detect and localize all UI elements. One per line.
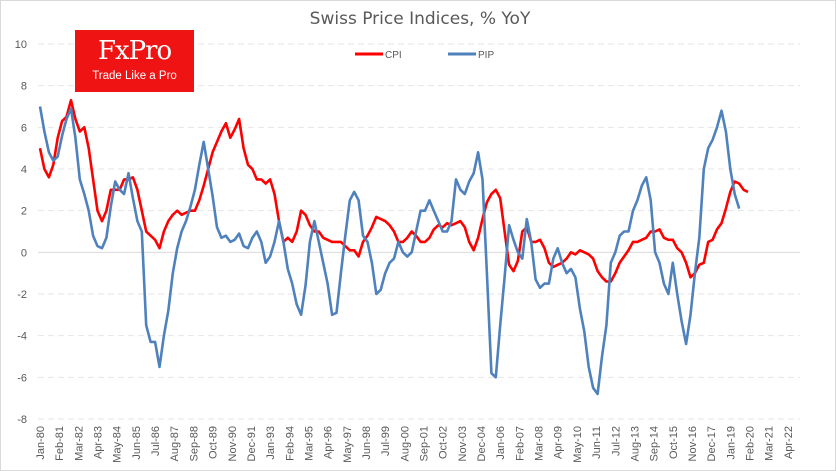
series-line-pip: [38, 106, 741, 396]
x-tick-label: Nov-90: [227, 426, 239, 461]
x-tick-label: Jan-06: [495, 426, 507, 460]
series-lines: [38, 98, 749, 396]
x-tick-label: Mar-21: [764, 426, 776, 461]
legend: CPI PIP: [355, 50, 494, 61]
x-tick-label: Nov-16: [687, 426, 699, 461]
y-tick-label: 0: [21, 247, 27, 259]
x-tick-label: Apr-22: [783, 426, 795, 459]
x-tick-label: May-10: [572, 426, 584, 463]
x-tick-label: Oct-02: [438, 426, 450, 459]
x-tick-label: Feb-07: [514, 426, 526, 461]
fxpro-logo: FxPro Trade Like a Pro: [75, 30, 194, 92]
logo-tagline: Trade Like a Pro: [92, 70, 177, 82]
x-tick-label: Mar-82: [73, 426, 85, 461]
x-tick-label: Jul-12: [610, 426, 622, 456]
x-tick-label: Aug-13: [629, 426, 641, 461]
gridlines: [38, 43, 800, 420]
x-tick-label: Apr-96: [323, 426, 335, 459]
x-tick-label: Feb-94: [284, 426, 296, 461]
y-axis-ticks: 10 8 6 4 2 0 -2 -4 -6 -8: [15, 39, 27, 426]
x-tick-label: Oct-15: [668, 426, 680, 459]
x-tick-label: Jul-99: [380, 426, 392, 456]
x-tick-label: May-97: [342, 426, 354, 463]
x-tick-label: May-84: [112, 426, 124, 463]
x-tick-label: Feb-81: [54, 426, 66, 461]
y-tick-label: -2: [17, 289, 27, 301]
y-tick-label: 4: [21, 164, 27, 176]
y-tick-label: -6: [17, 372, 27, 384]
x-tick-label: Jul-86: [150, 426, 162, 456]
y-tick-label: 8: [21, 81, 27, 93]
legend-cpi-label: CPI: [385, 50, 402, 61]
x-tick-label: Oct-89: [208, 426, 220, 459]
x-tick-label: Feb-20: [744, 426, 756, 461]
legend-pip-label: PIP: [478, 50, 494, 61]
x-tick-label: Sep-88: [188, 426, 200, 461]
x-tick-label: Sep-14: [649, 426, 661, 461]
x-tick-label: Dec-17: [706, 426, 718, 461]
chart-title: Swiss Price Indices, % YoY: [310, 9, 531, 29]
y-tick-label: 2: [21, 206, 27, 218]
x-axis-ticks: Jan-80 Feb-81 Mar-82 Apr-83 May-84 Jun-85 Jul-…: [35, 426, 795, 463]
series-line-cpi: [38, 98, 749, 283]
x-tick-label: Dec-91: [246, 426, 258, 461]
x-tick-label: Jan-93: [265, 426, 277, 460]
x-tick-label: Jun-98: [361, 426, 373, 460]
x-tick-label: Jan-80: [35, 426, 47, 460]
x-tick-label: Jun-11: [591, 426, 603, 459]
x-tick-label: Mar-95: [303, 426, 315, 461]
x-tick-label: Apr-09: [553, 426, 565, 459]
x-tick-label: Apr-83: [93, 426, 105, 459]
x-tick-label: Dec-04: [476, 426, 488, 461]
y-tick-label: -8: [17, 414, 27, 426]
logo-brand: FxPro: [97, 36, 172, 66]
y-tick-label: 6: [21, 122, 27, 134]
x-tick-label: Sep-01: [419, 426, 431, 461]
x-tick-label: Aug-00: [399, 426, 411, 461]
y-tick-label: -4: [17, 331, 27, 343]
x-tick-label: Nov-03: [457, 426, 469, 461]
x-tick-label: Jan-19: [725, 426, 737, 460]
x-tick-label: Jun-85: [131, 426, 143, 460]
y-tick-label: 10: [15, 39, 27, 51]
x-tick-label: Mar-08: [534, 426, 546, 461]
x-tick-label: Aug-87: [169, 426, 181, 461]
